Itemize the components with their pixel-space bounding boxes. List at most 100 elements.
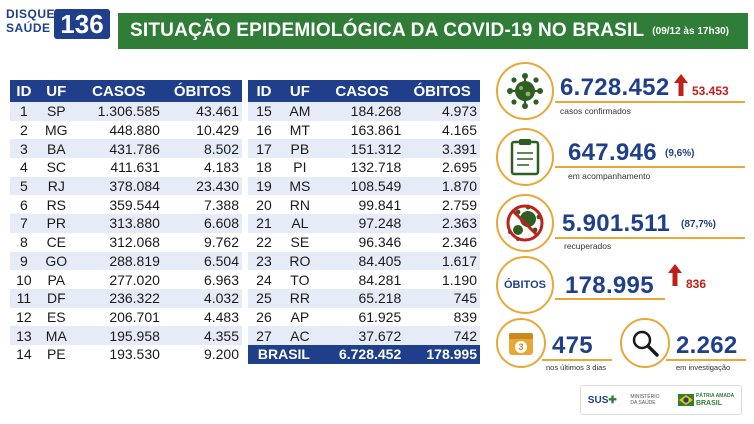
- table-cell: 2.695: [404, 158, 480, 177]
- table-row: 2 MG 448.880 10.429: [10, 120, 242, 140]
- report-date: (09/12 às 17h30): [652, 25, 730, 37]
- table-cell: 16: [248, 120, 280, 140]
- table-cell: RO: [279, 251, 320, 271]
- table-cell: 4: [10, 158, 38, 177]
- total-row: BRASIL 6.728.452 178.995: [248, 344, 480, 364]
- calendar-icon: 3: [496, 318, 546, 368]
- column-header: ID: [10, 80, 38, 102]
- confirmed-new: 53.453: [692, 84, 729, 98]
- deaths-badge: ÓBITOS: [496, 256, 554, 314]
- table-cell: 9.762: [162, 232, 242, 252]
- divider: [555, 166, 745, 168]
- table-cell: PI: [279, 158, 320, 177]
- table-cell: 6.504: [162, 251, 242, 271]
- table-cell: AM: [279, 102, 320, 121]
- virus-icon: [496, 62, 554, 120]
- arrow-up-icon: [668, 264, 682, 286]
- table-cell: PR: [37, 214, 75, 233]
- table-row: 5 RJ 378.084 23.430: [10, 176, 242, 196]
- table-row: 7 PR 313.880 6.608: [10, 214, 242, 233]
- table-row: 18 PI 132.718 2.695: [248, 158, 480, 177]
- table-cell: 24: [248, 270, 280, 289]
- table-cell: 9.200: [162, 344, 242, 364]
- table-cell: 96.346: [319, 232, 405, 252]
- recovered-value: 5.901.511: [562, 210, 671, 237]
- table-cell: 411.631: [74, 158, 163, 177]
- table-cell: 431.786: [74, 139, 163, 159]
- total-cell: BRASIL: [248, 344, 320, 364]
- table-cell: 18: [248, 158, 280, 177]
- table-cell: 9: [10, 251, 38, 271]
- table-cell: 1.870: [404, 176, 480, 196]
- table-cell: 206.701: [74, 307, 163, 327]
- deaths-value: 178.995: [565, 272, 654, 299]
- magnifier-icon: [620, 318, 670, 368]
- table-cell: RJ: [37, 176, 75, 196]
- table-cell: 2.346: [404, 232, 480, 252]
- table-cell: 19: [248, 176, 280, 196]
- table-row: 1 SP 1.306.585 43.461: [10, 102, 242, 121]
- table-cell: 1.617: [404, 251, 480, 271]
- table-cell: 13: [10, 326, 38, 345]
- table-cell: 97.248: [319, 214, 405, 233]
- table-row: 11 DF 236.322 4.032: [10, 288, 242, 308]
- table-cell: 4.032: [162, 288, 242, 308]
- table-row: 19 MS 108.549 1.870: [248, 176, 480, 196]
- table-cell: PA: [37, 270, 75, 289]
- clipboard-icon: [496, 128, 554, 186]
- table-row: 27 AC 37.672 742: [248, 326, 480, 345]
- logo-number: 136: [54, 9, 110, 39]
- table-cell: 4.165: [404, 120, 480, 140]
- states-table-left: ID UF CASOS ÓBITOS 1 SP 1.306.585 43.461 2 MG 448…: [10, 80, 242, 364]
- table-header-row: ID UF CASOS ÓBITOS: [248, 80, 480, 102]
- table-cell: 14: [10, 344, 38, 364]
- states-table-right: ID UF CASOS ÓBITOS 15 AM 184.268 4.973 16 MT 163.…: [248, 80, 480, 364]
- table-cell: 2.363: [404, 214, 480, 233]
- column-header: UF: [279, 80, 320, 102]
- table-cell: SC: [37, 158, 75, 177]
- table-cell: CE: [37, 232, 75, 252]
- table-cell: 7: [10, 214, 38, 233]
- table-row: 12 ES 206.701 4.483: [10, 307, 242, 327]
- table-cell: AC: [279, 326, 320, 345]
- table-cell: 17: [248, 139, 280, 159]
- table-cell: 742: [404, 326, 480, 345]
- table-row: 13 MA 195.958 4.355: [10, 326, 242, 345]
- table-row: 23 RO 84.405 1.617: [248, 251, 480, 271]
- table-cell: TO: [279, 270, 320, 289]
- table-cell: 8.502: [162, 139, 242, 159]
- divider: [666, 359, 746, 361]
- table-cell: 277.020: [74, 270, 163, 289]
- table-cell: 108.549: [319, 176, 405, 196]
- table-row: 8 CE 312.068 9.762: [10, 232, 242, 252]
- table-cell: 23: [248, 251, 280, 271]
- table-cell: 132.718: [319, 158, 405, 177]
- table-cell: AP: [279, 307, 320, 327]
- table-cell: BA: [37, 139, 75, 159]
- table-row: 26 AP 61.925 839: [248, 307, 480, 327]
- calendar-day: 3: [518, 342, 523, 352]
- table-cell: 378.084: [74, 176, 163, 196]
- recovered-label: recuperados: [564, 241, 612, 251]
- table-cell: RN: [279, 195, 320, 215]
- table-cell: 10: [10, 270, 38, 289]
- flag-icon: [677, 394, 694, 406]
- column-header: ÓBITOS: [404, 80, 480, 102]
- table-cell: 7.388: [162, 195, 242, 215]
- table-cell: 6: [10, 195, 38, 215]
- no-virus-icon: [496, 194, 554, 252]
- table-cell: 151.312: [319, 139, 405, 159]
- table-row: 6 RS 359.544 7.388: [10, 195, 242, 215]
- table-cell: MA: [37, 326, 75, 345]
- sus-logo: SUS✚: [587, 394, 617, 406]
- table-row: 14 PE 193.530 9.200: [10, 344, 242, 364]
- deaths-new: 836: [686, 277, 707, 291]
- investigation-label: em investigação: [676, 363, 731, 372]
- table-cell: PB: [279, 139, 320, 159]
- table-cell: 195.958: [74, 326, 163, 345]
- table-cell: GO: [37, 251, 75, 271]
- table-cell: 745: [404, 288, 480, 308]
- total-cell: 6.728.452: [319, 344, 405, 364]
- table-cell: 288.819: [74, 251, 163, 271]
- table-cell: 4.355: [162, 326, 242, 345]
